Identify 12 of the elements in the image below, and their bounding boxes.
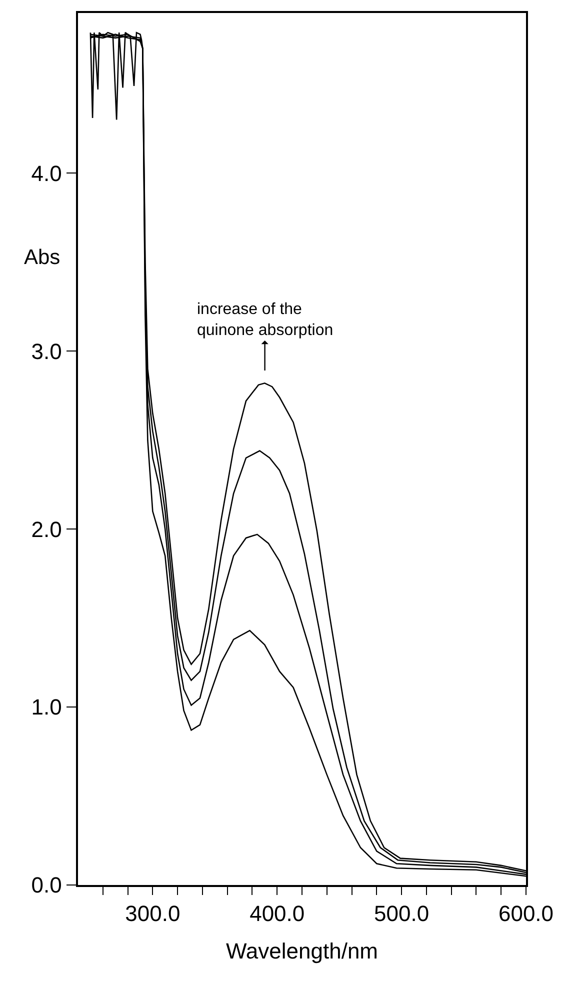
y-tick-label: 4.0 xyxy=(31,160,62,186)
y-axis-title: Abs xyxy=(24,246,60,269)
y-tick-label: 0.0 xyxy=(31,872,62,898)
y-tick-label: 1.0 xyxy=(31,694,62,720)
annotation: increase of the quinone absorption xyxy=(197,301,334,339)
y-tick-label: 2.0 xyxy=(31,516,62,542)
x-tick-label: 400.0 xyxy=(250,901,305,926)
x-axis-title: Wavelength/nm xyxy=(226,938,378,964)
x-tick-label: 600.0 xyxy=(498,901,554,926)
x-tick-label: 300.0 xyxy=(125,901,180,926)
x-tick-label: 500.0 xyxy=(374,901,430,926)
y-tick-label: 3.0 xyxy=(31,338,62,364)
